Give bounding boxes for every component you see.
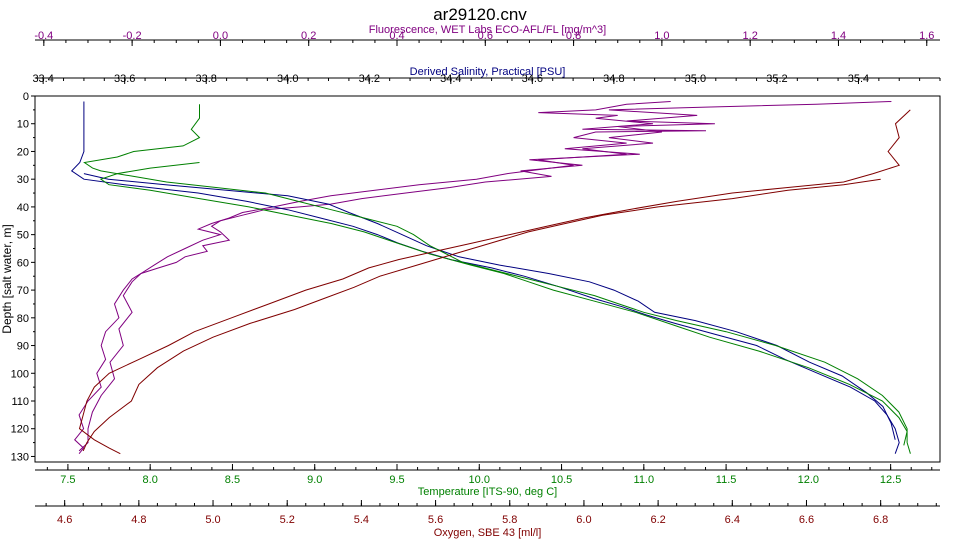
axis-tick-label-fluor: 0.8 — [566, 30, 581, 42]
series-line-sal-3 — [83, 173, 896, 440]
axis-tick-label-oxy: 5.0 — [205, 514, 220, 526]
axis-tick-label-temp: 9.5 — [389, 474, 404, 486]
axis-tick-label-oxy: 6.6 — [799, 514, 814, 526]
series-line-sal-2 — [70, 101, 900, 454]
y-tick-label: 40 — [17, 202, 29, 214]
y-tick-label: 20 — [17, 146, 29, 158]
y-tick-label: 90 — [17, 341, 29, 353]
chart-title: ar29120.cnv — [433, 5, 527, 24]
y-tick-label: 30 — [17, 174, 29, 186]
axis-tick-label-oxy: 5.6 — [428, 514, 443, 526]
axis-tick-label-sal: 34.2 — [359, 73, 380, 85]
axis-tick-label-sal: 34.8 — [603, 73, 624, 85]
axis-tick-label-fluor: 0.0 — [213, 30, 228, 42]
axis-tick-label-fluor: -0.2 — [123, 30, 142, 42]
axis-tick-label-oxy: 6.0 — [576, 514, 591, 526]
axis-tick-label-temp: 9.0 — [307, 474, 322, 486]
axis-tick-label-oxy: 4.6 — [57, 514, 72, 526]
axis-tick-label-sal: 33.4 — [32, 73, 53, 85]
y-tick-label: 70 — [17, 285, 29, 297]
axis-tick-label-fluor: 1.2 — [743, 30, 758, 42]
axis-tick-label-sal: 34.0 — [277, 73, 298, 85]
axis-tick-label-oxy: 5.8 — [502, 514, 517, 526]
axis-tick-label-fluor: -0.4 — [34, 30, 53, 42]
axis-tick-label-temp: 8.0 — [143, 474, 158, 486]
series-line-oxy-7 — [82, 178, 881, 452]
axis-tick-label-fluor: 1.4 — [831, 30, 846, 42]
axis-tick-label-sal: 35.0 — [685, 73, 706, 85]
axis-tick-label-temp: 11.5 — [716, 474, 737, 486]
axis-label-temp: Temperature [ITS-90, deg C] — [418, 486, 557, 498]
axis-tick-label-oxy: 5.4 — [354, 514, 369, 526]
y-tick-label: 80 — [17, 313, 29, 325]
y-axis-label: Depth [salt water, m] — [0, 224, 14, 333]
y-tick-label: 10 — [17, 119, 29, 131]
plot-frame — [34, 95, 941, 463]
axis-tick-label-oxy: 4.8 — [131, 514, 146, 526]
axis-label-oxy: Oxygen, SBE 43 [ml/l] — [434, 527, 542, 539]
axis-tick-label-sal: 34.6 — [522, 73, 543, 85]
axis-label-fluor: Fluorescence, WET Labs ECO-AFL/FL [mg/m^… — [369, 24, 606, 36]
axis-tick-label-temp: 12.0 — [798, 474, 819, 486]
series-line-oxy-6 — [78, 109, 911, 455]
series-line-fluor-1 — [78, 101, 892, 452]
axis-tick-label-sal: 33.6 — [114, 73, 135, 85]
y-tick-label: 130 — [11, 451, 29, 463]
axis-tick-label-oxy: 5.2 — [280, 514, 295, 526]
axes-layer: 0 10 20 30 40 50 60 70 80 90 100 110 120 130 -0.4 -0.2 0… — [11, 24, 941, 539]
y-tick-label: 60 — [17, 257, 29, 269]
y-tick-label: 50 — [17, 230, 29, 242]
series-line-temp-4 — [83, 104, 911, 454]
axis-tick-label-oxy: 6.8 — [873, 514, 888, 526]
axis-tick-label-fluor: 1.0 — [654, 30, 669, 42]
axis-tick-label-temp: 11.0 — [634, 474, 655, 486]
y-tick-label: 110 — [11, 396, 29, 408]
axis-tick-label-sal: 35.2 — [766, 73, 787, 85]
axis-tick-label-temp: 8.5 — [225, 474, 240, 486]
axis-tick-label-temp: 10.5 — [551, 474, 572, 486]
axis-tick-label-fluor: 1.6 — [919, 30, 934, 42]
series-line-temp-5 — [99, 162, 908, 446]
y-tick-label: 0 — [23, 91, 29, 103]
y-tick-label: 100 — [11, 368, 29, 380]
axis-tick-label-temp: 12.5 — [880, 474, 901, 486]
axis-tick-label-temp: 7.5 — [60, 474, 75, 486]
y-tick-label: 120 — [11, 424, 29, 436]
axis-tick-label-sal: 35.4 — [848, 73, 869, 85]
axis-tick-label-oxy: 6.2 — [650, 514, 665, 526]
axis-tick-label-sal: 34.4 — [440, 73, 461, 85]
axis-tick-label-fluor: 0.2 — [301, 30, 316, 42]
axis-tick-label-oxy: 6.4 — [725, 514, 740, 526]
axis-tick-label-temp: 10.0 — [469, 474, 490, 486]
axis-tick-label-sal: 33.8 — [196, 73, 217, 85]
axis-label-sal: Derived Salinity, Practical [PSU] — [410, 66, 566, 78]
axis-tick-label-fluor: 0.6 — [478, 30, 493, 42]
series-layer — [70, 101, 911, 455]
series-line-fluor-0 — [74, 101, 707, 455]
axis-tick-label-fluor: 0.4 — [389, 30, 404, 42]
